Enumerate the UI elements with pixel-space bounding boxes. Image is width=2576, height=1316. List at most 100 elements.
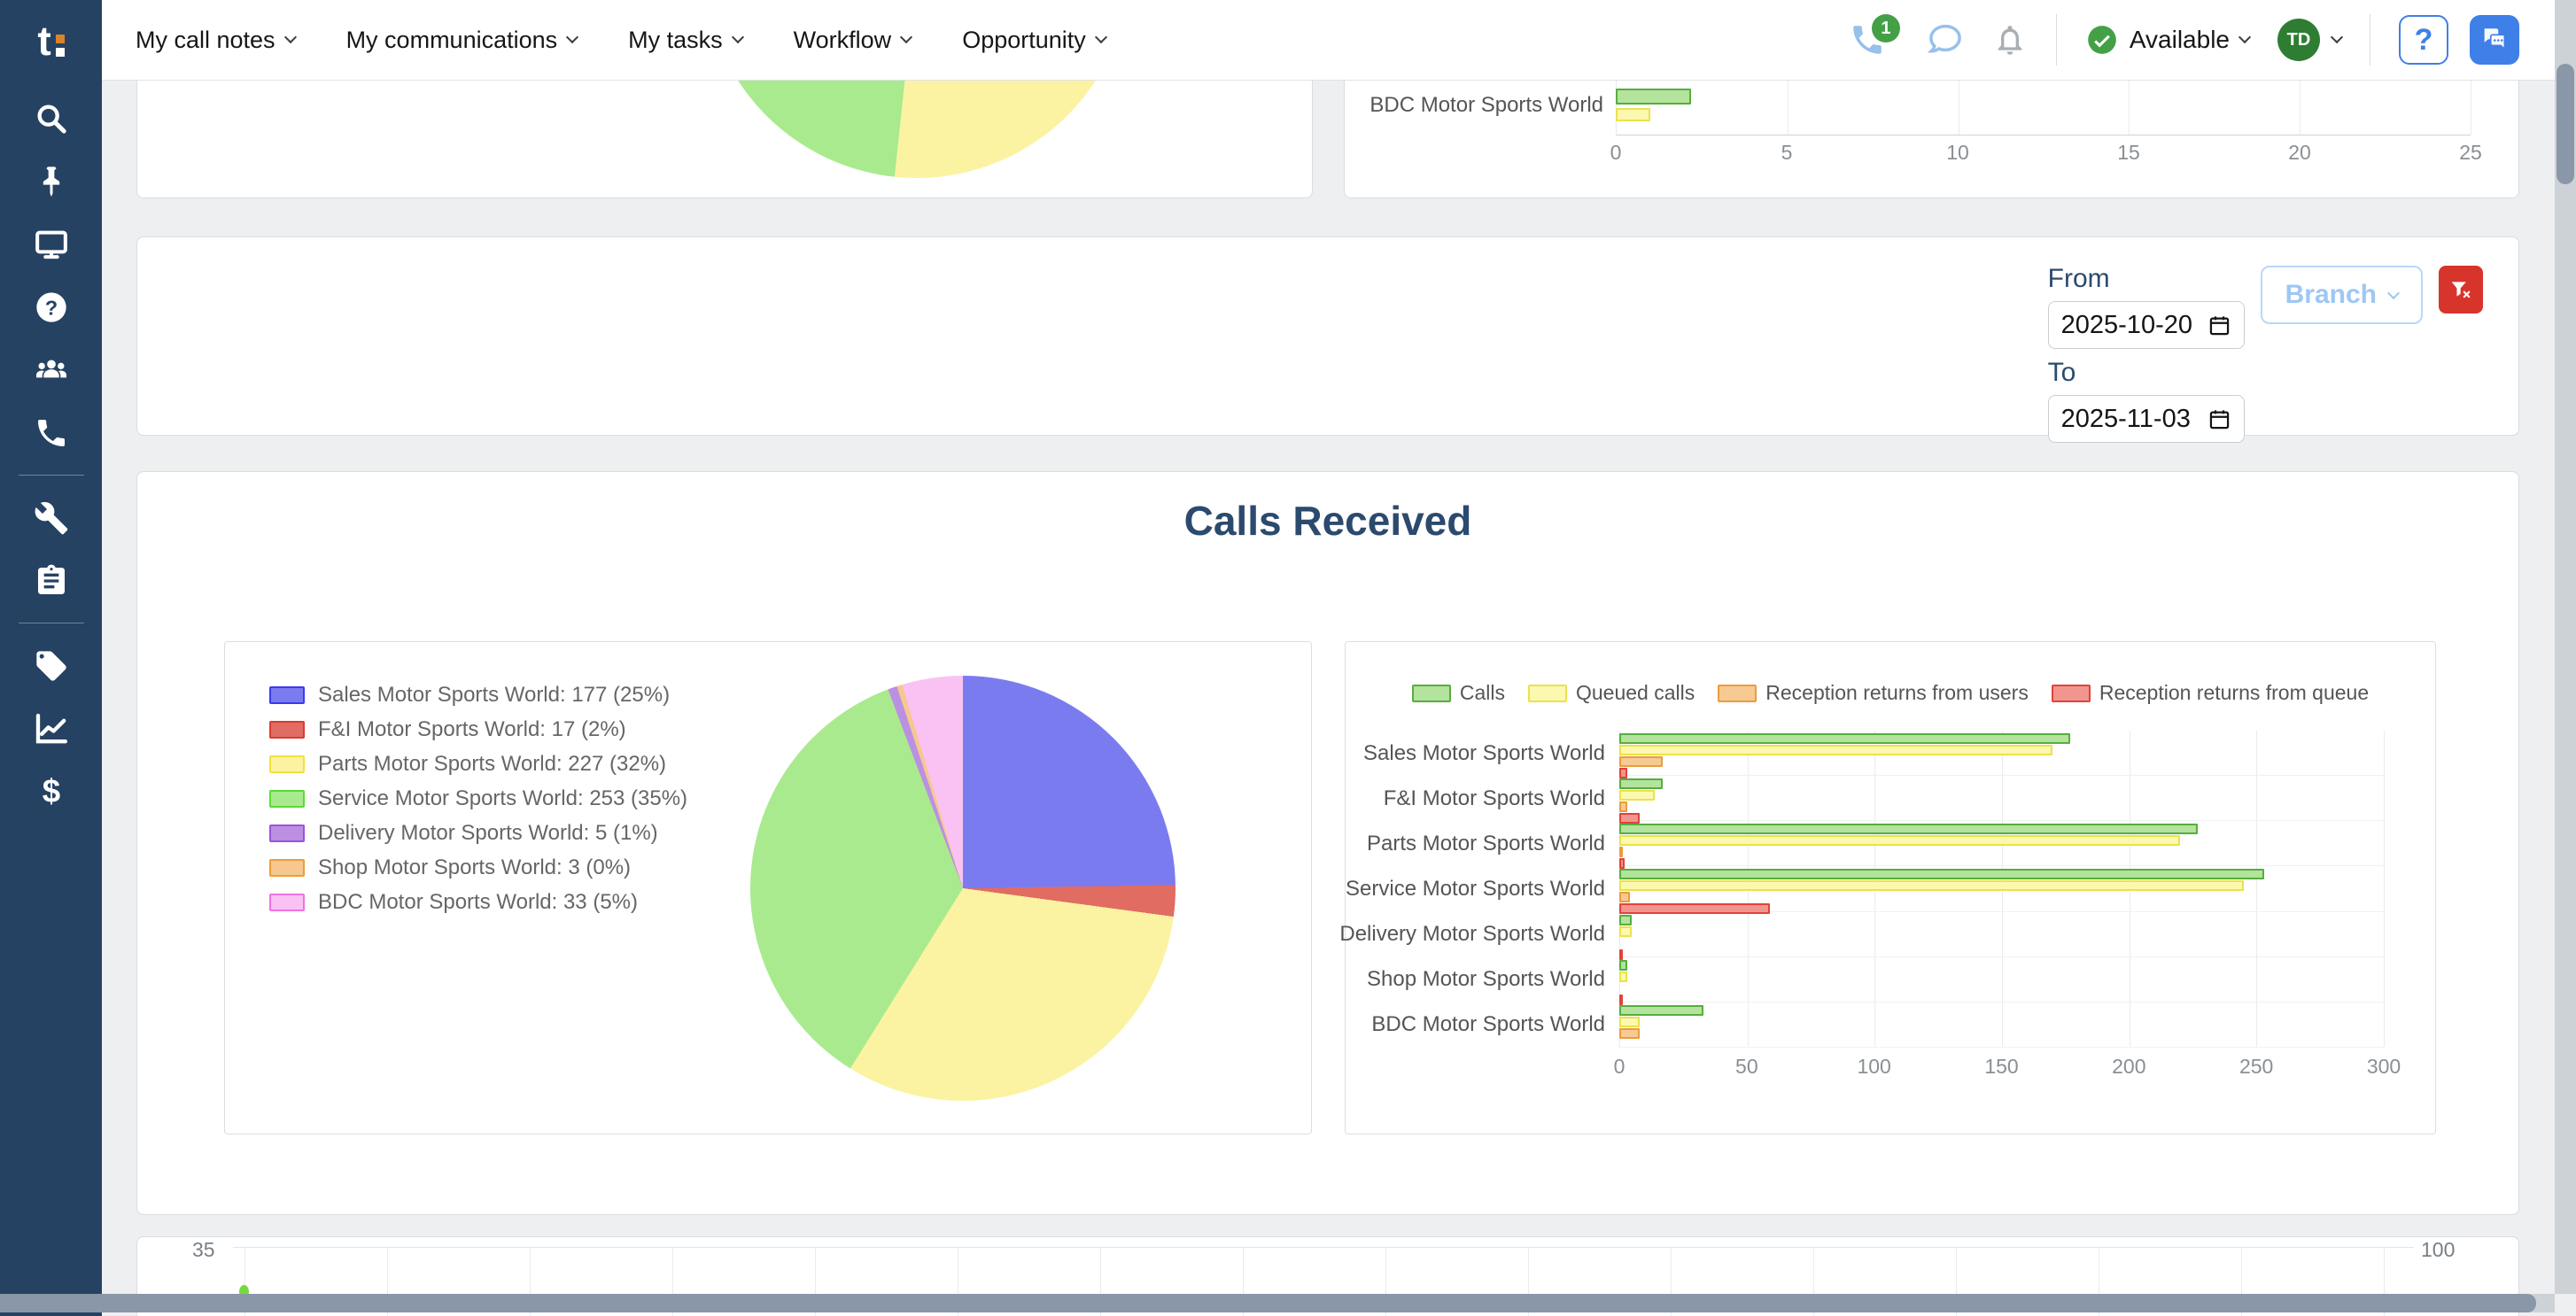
status-label: Available [2129,26,2230,53]
legend-item[interactable]: Parts Motor Sports World: 227 (32%) [269,752,687,777]
to-date-value: 2025-11-03 [2060,404,2191,433]
wrench-icon [35,501,67,534]
sidebar-item-tasks[interactable] [0,549,102,612]
bar-row-plot [1619,957,2384,1005]
sidebar-item-desktop[interactable] [0,213,102,275]
bar-row-plot [1619,866,2384,915]
sidebar-item-billing[interactable]: $ [0,760,102,823]
calls-pie-chart[interactable] [750,676,1175,1101]
page-title: Calls Received [1183,498,1472,544]
feedback-chat-button[interactable] [2470,15,2519,65]
chevron-down-icon [1094,30,1107,43]
notifications-button[interactable] [1992,22,2028,58]
bar [1619,768,1627,778]
topbar-divider [2055,14,2057,66]
messages-button[interactable] [1927,21,1964,58]
bar [1619,733,2071,744]
bars-rows: Sales Motor Sports World F&I Motor Sports… [1339,731,2384,1048]
bar-row: Parts Motor Sports World [1346,821,2384,870]
topbar: My call notes My communications My tasks Wo… [102,0,2555,81]
legend-swatch [269,721,305,739]
horizontal-scrollbar-thumb[interactable] [0,1294,2536,1312]
legend-label: Calls [1459,681,1505,704]
legend-item[interactable]: Service Motor Sports World: 253 (35%) [269,786,687,811]
bar [1619,1027,1640,1039]
clear-filters-button[interactable] [2439,266,2483,314]
bar-row-plot [1619,776,2384,824]
calls-received-card: Calls Received Sales Motor Sports World:… [136,471,2519,1215]
sidebar-divider [18,475,84,476]
help-button[interactable]: ? [2399,15,2448,65]
horizontal-scrollbar-track[interactable] [0,1294,2555,1312]
gridline [2241,1248,2242,1316]
legend-item[interactable]: Calls [1411,681,1505,705]
nav-item-label: My tasks [628,26,723,53]
nav-item-4[interactable]: Opportunity [962,27,1107,54]
legend-item[interactable]: Reception returns from users [1718,681,2029,705]
previous-section-bars-card: BDC Motor Sports World 0 5 10 15 20 25 [1344,81,2519,198]
vertical-scrollbar-track[interactable] [2555,0,2576,1294]
gridline [1671,1248,1672,1316]
legend-item[interactable]: Delivery Motor Sports World: 5 (1%) [269,821,687,846]
legend-item[interactable]: Sales Motor Sports World: 177 (25%) [269,683,687,708]
pin-icon [43,166,59,197]
legend-item[interactable]: F&I Motor Sports World: 17 (2%) [269,717,687,742]
date-range-fields: From 2025-10-20 To 2025-11-03 [2047,264,2245,443]
x-tick-label: 200 [2112,1055,2146,1078]
sidebar-item-tools[interactable] [0,486,102,549]
chevron-down-icon [283,30,297,43]
mini-bar-label: BDC Motor Sports World [1369,93,1603,117]
presence-status-dropdown[interactable]: Available [2085,23,2252,57]
calls-menu-button[interactable]: 1 [1849,14,1900,58]
chart-line-icon [35,713,67,743]
bar [1619,948,1623,960]
legend-label: Sales Motor Sports World: 177 (25%) [318,683,671,707]
legend-item[interactable]: BDC Motor Sports World: 33 (5%) [269,890,687,915]
vertical-scrollbar-thumb[interactable] [2557,64,2574,184]
bars-xticks: 0 50 100 150 200 250 300 [1614,1055,2401,1081]
sidebar-item-stats[interactable] [0,697,102,760]
bar-row-label: F&I Motor Sports World [1383,786,1605,810]
bar [1619,801,1627,813]
bar-row-plot [1619,1002,2384,1048]
left-axis-tick: 35 [192,1238,215,1261]
bar-row-label: Shop Motor Sports World [1366,967,1605,992]
nav-item-2[interactable]: My tasks [628,26,744,54]
nav-item-0[interactable]: My call notes [136,27,297,54]
nav-item-1[interactable]: My communications [346,27,579,54]
branch-dropdown-button[interactable]: Branch [2260,266,2423,324]
legend-item[interactable]: Shop Motor Sports World: 3 (0%) [269,855,687,880]
x-tick-label: 10 [1946,141,1969,164]
call-count-badge: 1 [1871,14,1900,43]
x-tick-label: 0 [1610,141,1622,164]
legend-swatch [2051,684,2091,702]
bar-row-label: BDC Motor Sports World [1371,1012,1605,1037]
legend-label: Service Motor Sports World: 253 (35%) [318,786,688,810]
nav-item-3[interactable]: Workflow [794,27,913,54]
sidebar-item-search[interactable] [0,87,102,150]
logo-letter: t [37,18,51,64]
sidebar-item-users[interactable] [0,338,102,401]
svg-text:$: $ [42,774,59,809]
gridline [1243,1248,1244,1316]
to-date-input[interactable]: 2025-11-03 [2047,395,2245,443]
legend-swatch [1718,684,1757,702]
sidebar-item-help[interactable]: ? [0,275,102,338]
from-date-input[interactable]: 2025-10-20 [2047,301,2245,349]
sidebar-item-calls[interactable] [0,401,102,464]
sidebar-item-tags[interactable] [0,634,102,697]
gridline [2384,1248,2385,1316]
bar-row: Delivery Motor Sports World [1339,912,2384,960]
legend-item[interactable]: Queued calls [1528,681,1695,705]
app-logo[interactable]: t [37,0,65,81]
calls-bars-panel: Calls Queued calls Reception returns from … [1339,641,2436,1134]
gridline [2300,81,2301,135]
legend-item[interactable]: Reception returns from queue [2051,681,2369,705]
legend-label: Reception returns from users [1765,681,2029,704]
bar-row: Shop Motor Sports World [1346,957,2384,1005]
legend-swatch [269,755,305,773]
user-menu[interactable]: TD [2277,19,2344,61]
sidebar-item-pinned[interactable] [0,150,102,213]
legend-label: F&I Motor Sports World: 17 (2%) [318,717,626,741]
bars-area: Sales Motor Sports World F&I Motor Sports… [1339,731,2385,1048]
